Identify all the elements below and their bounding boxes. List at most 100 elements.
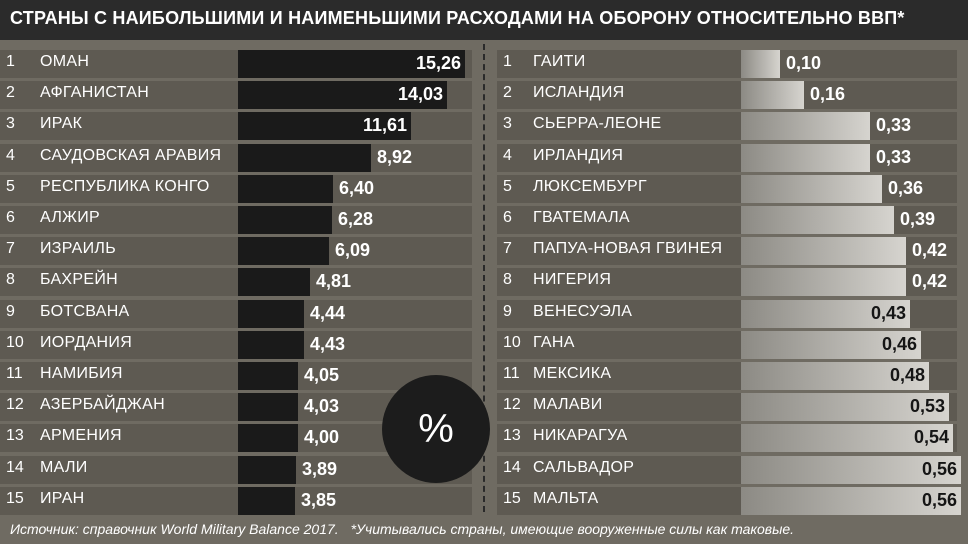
rank-number: 14 bbox=[6, 459, 24, 476]
value-label: 4,00 bbox=[304, 427, 340, 447]
low-row: 2 ИСЛАНДИЯ 0,16 bbox=[497, 81, 957, 109]
rank-number: 10 bbox=[503, 334, 521, 351]
rank-number: 7 bbox=[6, 240, 15, 257]
country-name: ЛЮКСЕМБУРГ bbox=[533, 178, 647, 195]
rank-number: 15 bbox=[6, 490, 24, 507]
value-label: 0,54 bbox=[913, 427, 949, 447]
rank-number: 3 bbox=[503, 115, 512, 132]
country-name: МАЛЬТА bbox=[533, 490, 599, 507]
rank-number: 2 bbox=[6, 84, 15, 101]
value-bar bbox=[238, 331, 304, 359]
value-bar bbox=[741, 50, 780, 78]
value-label: 14,03 bbox=[397, 84, 443, 104]
rank-number: 4 bbox=[503, 147, 512, 164]
rank-number: 9 bbox=[6, 303, 15, 320]
value-label: 6,09 bbox=[335, 240, 371, 260]
value-bar bbox=[741, 112, 870, 140]
country-name: АРМЕНИЯ bbox=[40, 427, 122, 444]
high-row: 6 АЛЖИР 6,28 bbox=[0, 206, 472, 234]
value-bar bbox=[741, 362, 929, 390]
country-name: МЕКСИКА bbox=[533, 365, 612, 382]
low-row: 8 НИГЕРИЯ 0,42 bbox=[497, 268, 957, 296]
value-label: 15,26 bbox=[415, 53, 461, 73]
country-name: МАЛАВИ bbox=[533, 396, 603, 413]
country-name: НАМИБИЯ bbox=[40, 365, 123, 382]
value-bar bbox=[741, 424, 953, 452]
value-label: 3,85 bbox=[301, 490, 337, 510]
low-row: 12 МАЛАВИ 0,53 bbox=[497, 393, 957, 421]
rank-number: 6 bbox=[6, 209, 15, 226]
row-background bbox=[0, 487, 472, 515]
low-row: 7 ПАПУА-НОВАЯ ГВИНЕЯ 0,42 bbox=[497, 237, 957, 265]
rank-number: 8 bbox=[503, 271, 512, 288]
country-name: САЛЬВАДОР bbox=[533, 459, 635, 476]
country-name: ИСЛАНДИЯ bbox=[533, 84, 625, 101]
high-row: 3 ИРАК 11,61 bbox=[0, 112, 472, 140]
rank-number: 10 bbox=[6, 334, 24, 351]
value-label: 3,89 bbox=[302, 459, 338, 479]
rank-number: 2 bbox=[503, 84, 512, 101]
value-bar bbox=[238, 268, 310, 296]
value-label: 0,43 bbox=[870, 303, 906, 323]
value-label: 0,42 bbox=[912, 271, 948, 291]
value-bar bbox=[238, 81, 447, 109]
high-row: 9 БОТСВАНА 4,44 bbox=[0, 300, 472, 328]
row-background bbox=[0, 175, 472, 203]
rank-number: 1 bbox=[6, 53, 15, 70]
value-label: 0,33 bbox=[876, 115, 912, 135]
high-row: 5 РЕСПУБЛИКА КОНГО 6,40 bbox=[0, 175, 472, 203]
rank-number: 11 bbox=[503, 365, 520, 382]
rank-number: 4 bbox=[6, 147, 15, 164]
country-name: МАЛИ bbox=[40, 459, 88, 476]
value-label: 6,28 bbox=[338, 209, 374, 229]
value-bar bbox=[238, 487, 295, 515]
value-label: 4,05 bbox=[304, 365, 340, 385]
value-bar bbox=[238, 362, 298, 390]
country-name: ГВАТЕМАЛА bbox=[533, 209, 630, 226]
value-bar bbox=[741, 206, 894, 234]
rank-number: 8 bbox=[6, 271, 15, 288]
center-divider bbox=[483, 44, 485, 512]
country-name: ИЗРАИЛЬ bbox=[40, 240, 117, 257]
low-row: 11 МЕКСИКА 0,48 bbox=[497, 362, 957, 390]
value-bar bbox=[741, 300, 910, 328]
country-name: РЕСПУБЛИКА КОНГО bbox=[40, 178, 210, 195]
row-background bbox=[0, 206, 472, 234]
low-row: 5 ЛЮКСЕМБУРГ 0,36 bbox=[497, 175, 957, 203]
rank-number: 5 bbox=[6, 178, 15, 195]
high-row: 2 АФГАНИСТАН 14,03 bbox=[0, 81, 472, 109]
value-label: 0,33 bbox=[876, 147, 912, 167]
value-bar bbox=[238, 237, 329, 265]
country-name: ВЕНЕСУЭЛА bbox=[533, 303, 633, 320]
low-row: 14 САЛЬВАДОР 0,56 bbox=[497, 456, 961, 484]
row-background bbox=[497, 81, 957, 109]
rank-number: 12 bbox=[503, 396, 521, 413]
value-label: 11,61 bbox=[362, 115, 407, 135]
rank-number: 5 bbox=[503, 178, 512, 195]
row-background bbox=[497, 112, 957, 140]
value-bar bbox=[238, 393, 298, 421]
value-label: 0,56 bbox=[921, 490, 957, 510]
country-name: НИГЕРИЯ bbox=[533, 271, 612, 288]
value-label: 0,53 bbox=[909, 396, 945, 416]
value-bar bbox=[741, 144, 870, 172]
row-background bbox=[0, 237, 472, 265]
value-bar bbox=[238, 456, 296, 484]
percent-circle: % bbox=[382, 375, 490, 483]
value-bar bbox=[741, 175, 882, 203]
rank-number: 13 bbox=[6, 427, 24, 444]
value-label: 4,81 bbox=[316, 271, 352, 291]
value-label: 0,36 bbox=[888, 178, 924, 198]
low-row: 3 СЬЕРРА-ЛЕОНЕ 0,33 bbox=[497, 112, 957, 140]
high-row: 10 ИОРДАНИЯ 4,43 bbox=[0, 331, 472, 359]
value-bar bbox=[741, 81, 804, 109]
value-label: 6,40 bbox=[339, 178, 375, 198]
value-label: 0,56 bbox=[921, 459, 957, 479]
country-name: ПАПУА-НОВАЯ ГВИНЕЯ bbox=[533, 240, 723, 257]
footer-note: *Учитывались страны, имеющие вооруженные… bbox=[350, 521, 795, 537]
country-name: ИРЛАНДИЯ bbox=[533, 147, 624, 164]
footer: Источник: справочник World Military Bala… bbox=[10, 521, 802, 537]
value-label: 4,03 bbox=[304, 396, 340, 416]
value-bar bbox=[238, 424, 298, 452]
